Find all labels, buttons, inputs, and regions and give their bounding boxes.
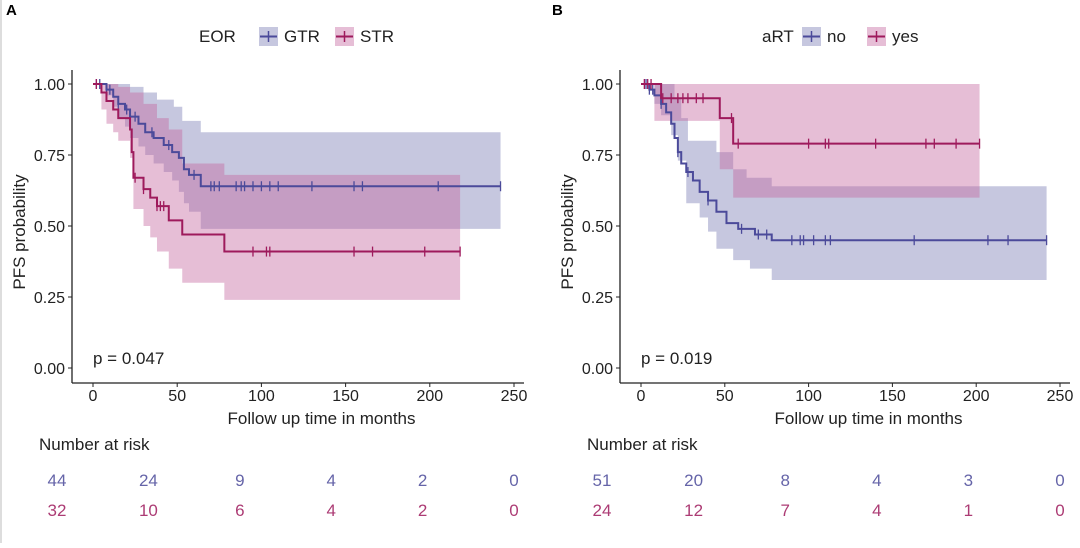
y-tick-label: 0.50 [34,219,65,236]
risk-count-no: 0 [1055,471,1064,490]
risk-count-gtr: 9 [235,471,244,490]
ci-band-no [641,84,1047,280]
risk-count-yes: 1 [964,501,973,520]
survival-curve-str [93,83,461,253]
x-tick-label: 0 [637,388,646,405]
x-axis-label: Follow up time in months [774,409,962,428]
p-value: p = 0.047 [93,349,164,368]
x-tick-label: 150 [879,388,906,405]
ci-band-gtr [93,84,501,229]
x-tick-label: 200 [963,388,990,405]
risk-count-str: 4 [326,501,335,520]
y-tick-label: 0.75 [582,148,613,165]
legend-title: aRT [762,27,794,46]
risk-count-yes: 12 [684,501,703,520]
risk-count-no: 8 [780,471,789,490]
panel-letter: A [6,2,17,19]
x-axis-label: Follow up time in months [227,409,415,428]
legend-label-str: STR [360,27,394,46]
x-tick-label: 250 [501,388,528,405]
risk-table-title: Number at risk [587,435,698,454]
y-tick-label: 1.00 [34,77,65,94]
risk-count-str: 0 [509,501,518,520]
ci-band-yes [641,84,980,198]
x-tick-label: 50 [168,388,186,405]
risk-count-gtr: 24 [139,471,158,490]
risk-count-gtr: 44 [48,471,67,490]
x-tick-label: 100 [248,388,275,405]
risk-count-str: 2 [418,501,427,520]
x-tick-label: 150 [332,388,359,405]
x-tick-label: 200 [416,388,443,405]
y-axis-label: PFS probability [10,174,29,290]
risk-count-no: 4 [872,471,881,490]
risk-count-no: 20 [684,471,703,490]
survival-curve-gtr [93,83,501,188]
y-axis-label: PFS probability [558,174,577,290]
risk-count-gtr: 4 [326,471,335,490]
risk-count-yes: 0 [1055,501,1064,520]
risk-count-gtr: 2 [418,471,427,490]
risk-count-no: 3 [964,471,973,490]
risk-count-yes: 7 [780,501,789,520]
legend-label-gtr: GTR [284,27,320,46]
risk-count-str: 32 [48,501,67,520]
y-tick-label: 0.25 [582,290,613,307]
survival-curve-yes [641,83,980,145]
legend-label-no: no [827,27,846,46]
risk-table-title: Number at risk [39,435,150,454]
y-tick-label: 0.00 [34,361,65,378]
risk-count-yes: 4 [872,501,881,520]
p-value: p = 0.019 [641,349,712,368]
y-tick-label: 0.50 [582,219,613,236]
y-tick-label: 0.00 [582,361,613,378]
y-tick-label: 1.00 [582,77,613,94]
x-tick-label: 250 [1047,388,1074,405]
y-tick-label: 0.25 [34,290,65,307]
x-tick-label: 0 [89,388,98,405]
legend-title: EOR [199,27,236,46]
risk-count-str: 6 [235,501,244,520]
legend: EOR GTR STR [199,27,394,46]
risk-count-no: 51 [593,471,612,490]
x-tick-label: 100 [795,388,822,405]
x-tick-label: 50 [716,388,734,405]
risk-count-str: 10 [139,501,158,520]
legend-label-yes: yes [892,27,918,46]
risk-count-gtr: 0 [509,471,518,490]
y-tick-label: 0.75 [34,148,65,165]
legend: aRT no yes [762,27,918,46]
panel-letter: B [552,2,563,19]
ci-band-str [93,84,461,300]
risk-count-yes: 24 [593,501,612,520]
